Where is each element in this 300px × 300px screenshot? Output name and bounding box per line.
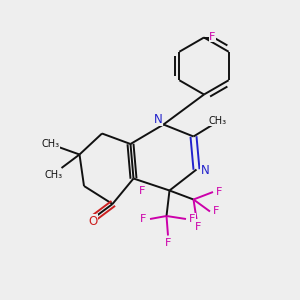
Text: N: N [200,164,209,178]
Text: F: F [165,238,171,248]
Text: CH₃: CH₃ [45,169,63,180]
Text: F: F [213,206,219,217]
Text: F: F [216,187,222,197]
Text: F: F [139,186,146,196]
Text: F: F [209,32,216,42]
Text: CH₃: CH₃ [208,116,226,126]
Text: F: F [195,221,201,232]
Text: F: F [140,214,147,224]
Text: N: N [154,112,163,126]
Text: O: O [88,214,98,228]
Text: F: F [189,214,195,224]
Text: CH₃: CH₃ [41,139,59,149]
